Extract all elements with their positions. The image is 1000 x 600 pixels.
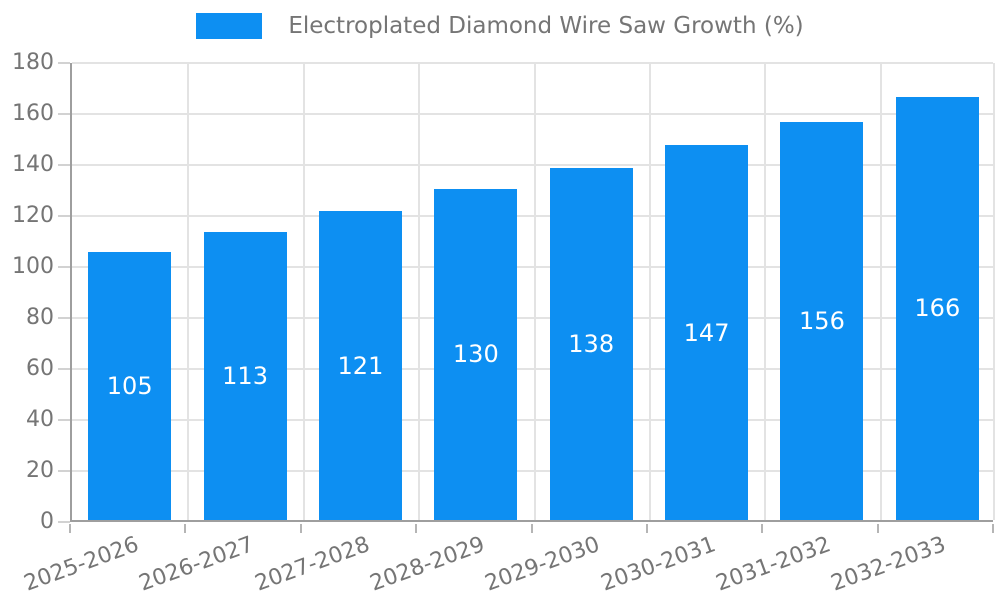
x-tick <box>415 524 418 533</box>
y-gridline <box>72 62 993 64</box>
bar: 138 <box>549 168 633 520</box>
x-tick-label: 2027-2028 <box>251 532 373 597</box>
x-tick <box>184 524 187 533</box>
y-tick-label: 160 <box>12 101 54 126</box>
x-tick-label: 2025-2026 <box>20 532 142 597</box>
x-tick <box>761 524 764 533</box>
bar: 147 <box>665 145 749 520</box>
y-tick <box>58 62 70 64</box>
x-tick <box>299 524 302 533</box>
y-gridline <box>72 317 993 319</box>
y-tick <box>58 419 70 421</box>
bar-value-label: 130 <box>452 340 499 369</box>
plot-area: 105 113 121 130 138 147 156 166 <box>70 62 995 522</box>
y-tick <box>58 470 70 472</box>
bar-value-label: 113 <box>222 361 268 390</box>
y-gridline <box>72 368 993 370</box>
bar: 130 <box>434 188 518 520</box>
y-tick <box>58 317 70 319</box>
x-gridline <box>648 63 651 520</box>
y-tick-label: 80 <box>26 305 54 330</box>
x-gridline <box>302 63 305 520</box>
bar: 113 <box>203 231 287 520</box>
y-tick-label: 120 <box>12 203 54 228</box>
y-gridline <box>72 470 993 472</box>
bar: 166 <box>895 96 979 520</box>
y-tick-label: 100 <box>12 254 54 279</box>
y-gridline <box>72 113 993 115</box>
bar-value-label: 166 <box>914 294 961 323</box>
y-tick-label: 20 <box>26 458 54 483</box>
y-tick-label: 60 <box>26 356 54 381</box>
x-tick-label: 2032-2033 <box>828 532 950 597</box>
legend: Electroplated Diamond Wire Saw Growth (%… <box>0 13 1000 39</box>
x-gridline <box>533 63 536 520</box>
x-tick <box>530 524 533 533</box>
x-gridline <box>879 63 882 520</box>
x-tick-label: 2026-2027 <box>136 532 258 597</box>
y-tick-label: 40 <box>26 407 54 432</box>
y-tick <box>58 368 70 370</box>
x-tick <box>69 524 71 533</box>
legend-label: Electroplated Diamond Wire Saw Growth (%… <box>288 13 804 39</box>
bar-value-label: 121 <box>337 351 384 380</box>
y-tick-label: 180 <box>12 50 54 75</box>
x-tick <box>992 524 994 533</box>
x-tick-label: 2029-2030 <box>482 532 604 597</box>
y-gridline <box>72 419 993 421</box>
y-tick <box>58 521 70 523</box>
y-tick <box>58 215 70 217</box>
x-gridline <box>764 63 767 520</box>
x-tick-label: 2030-2031 <box>597 532 719 597</box>
bar: 105 <box>88 252 172 520</box>
bar-value-label: 105 <box>106 372 153 401</box>
legend-swatch <box>196 13 263 39</box>
y-gridline <box>72 164 993 166</box>
x-gridline <box>187 63 190 520</box>
y-tick-label: 0 <box>40 509 54 534</box>
x-gridline <box>993 63 995 520</box>
y-tick <box>58 113 70 115</box>
y-gridline <box>72 215 993 217</box>
bar-value-label: 156 <box>799 307 845 336</box>
y-tick-label: 140 <box>12 152 54 177</box>
y-gridline <box>72 266 993 268</box>
y-tick <box>58 164 70 166</box>
x-tick <box>645 524 648 533</box>
bar-value-label: 138 <box>568 330 615 359</box>
bar: 121 <box>318 211 402 520</box>
x-tick-label: 2031-2032 <box>712 532 835 597</box>
x-tick <box>876 524 879 533</box>
bar: 156 <box>780 122 864 520</box>
x-tick-label: 2028-2029 <box>366 532 489 597</box>
y-tick <box>58 266 70 268</box>
x-gridline <box>418 63 421 520</box>
bar-value-label: 147 <box>683 318 730 347</box>
